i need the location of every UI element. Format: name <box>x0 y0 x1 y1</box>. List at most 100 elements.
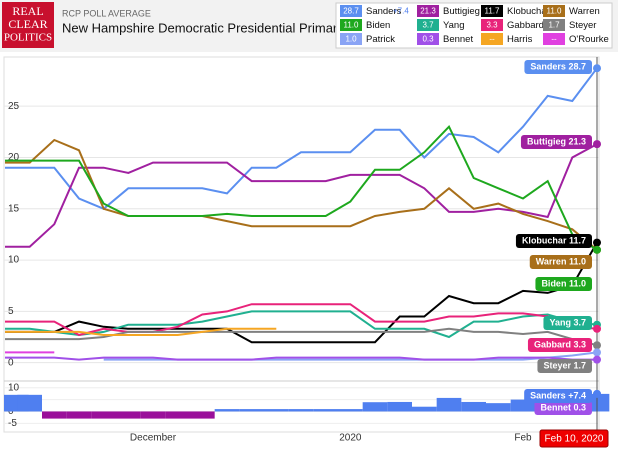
end-tag: Bennet 0.3 <box>534 401 592 415</box>
legend-box <box>335 2 613 49</box>
end-tag-bg <box>520 135 592 149</box>
date-label: Feb 10, 2020 <box>545 434 604 445</box>
end-dot <box>593 64 601 73</box>
end-tag-name: Sanders <box>530 62 566 72</box>
end-tag: Steyer 1.7 <box>537 359 592 373</box>
end-tag-bg <box>524 60 592 74</box>
spread-bar <box>17 394 42 412</box>
end-tag-value: +7.4 <box>568 391 586 401</box>
legend-badge <box>417 5 439 17</box>
legend-badge <box>543 19 565 31</box>
legend-badge <box>417 19 439 31</box>
plot-frame <box>3 56 600 433</box>
legend-name: Biden <box>366 20 390 31</box>
spread-bar <box>165 411 190 419</box>
legend-badge <box>481 33 503 45</box>
spread-bar <box>288 409 314 412</box>
end-tag-name: Gabbard <box>534 340 571 350</box>
end-tag-name: Sanders <box>530 391 566 401</box>
spread-bar <box>190 411 215 419</box>
legend-name: Yang <box>443 20 464 31</box>
legend-badge <box>543 33 565 45</box>
legend-value: 11.0 <box>547 7 563 16</box>
spread-bar <box>510 399 536 412</box>
logo-text: REAL <box>12 4 43 18</box>
date-badge <box>539 429 609 448</box>
end-tag-name: Klobuchar <box>522 236 567 246</box>
end-tag-name: Buttigieg <box>527 137 566 147</box>
end-tag-bg <box>543 316 592 330</box>
series-line <box>5 242 598 344</box>
legend-badge <box>340 5 362 17</box>
spread-bar <box>239 409 264 412</box>
end-tag: Buttigieg 21.3 <box>520 135 592 149</box>
end-tag-value: 11.0 <box>569 257 586 267</box>
series-line <box>5 138 598 251</box>
end-tag-value: 3.7 <box>573 318 586 328</box>
legend-name: Sanders <box>366 6 402 17</box>
end-tag-value: 28.7 <box>568 62 586 72</box>
legend-badge <box>340 33 362 45</box>
spread-tick-label: 0 <box>8 406 14 417</box>
spread-end-dot <box>593 389 601 398</box>
legend-name: Klobuchar <box>507 6 550 17</box>
y-tick-label: 15 <box>8 203 20 214</box>
legend-badge <box>543 5 565 17</box>
spread-bar <box>436 397 462 412</box>
logo-text: POLITICS <box>4 32 52 44</box>
spread-bar <box>91 411 116 419</box>
legend-value: 1.0 <box>345 35 357 44</box>
end-tag-bg <box>537 359 592 373</box>
y-tick-label: 5 <box>8 306 14 317</box>
kicker: RCP POLL AVERAGE <box>62 8 151 18</box>
spread-tick-label: 10 <box>8 382 20 393</box>
x-tick-label: 2020 <box>339 433 362 444</box>
end-tag-name: Yang <box>549 318 571 328</box>
legend-value: 11.7 <box>485 7 501 16</box>
end-tag-text: Klobuchar 11.7 <box>522 236 586 246</box>
series-line <box>5 124 598 251</box>
legend-value: -- <box>551 35 557 44</box>
series-line <box>5 356 597 361</box>
end-tag: Biden 11.0 <box>535 277 592 291</box>
series-line <box>5 310 598 339</box>
legend-value: 3.3 <box>486 21 498 30</box>
end-tag: Warren 11.0 <box>529 255 592 269</box>
end-tag: Klobuchar 11.7 <box>515 234 592 248</box>
legend-value: 28.7 <box>343 7 359 16</box>
end-tag-text: Warren 11.0 <box>536 257 586 267</box>
series-line <box>5 303 598 337</box>
spread-bar <box>412 406 437 412</box>
end-tag-value: 0.3 <box>573 403 586 413</box>
end-tag-name: Bennet <box>540 403 571 413</box>
end-tag-bg <box>534 401 592 415</box>
end-tag-value: 11.7 <box>569 236 586 246</box>
legend-name: Harris <box>507 34 533 45</box>
legend-badge <box>481 19 503 31</box>
end-tag-text: Buttigieg 21.3 <box>527 137 586 147</box>
spread-bar <box>486 403 511 412</box>
logo-text: CLEAR <box>8 17 47 31</box>
series-line <box>5 327 598 347</box>
spread-bar <box>214 409 240 412</box>
end-tag: Yang 3.7 <box>543 316 592 330</box>
end-tag-name: Steyer <box>543 361 571 371</box>
end-dot <box>593 238 601 247</box>
x-tick-label: Feb <box>514 433 532 444</box>
end-tag-bg <box>527 338 592 352</box>
spread-bar <box>338 409 363 412</box>
chart-title: New Hampshire Democratic Presidential Pr… <box>62 20 344 35</box>
end-tag-name: Warren <box>536 257 567 267</box>
end-tag: Gabbard 3.3 <box>527 338 592 352</box>
legend-name: Warren <box>569 6 600 17</box>
legend-spread: +7.4 <box>393 7 409 16</box>
legend-value: -- <box>489 35 495 44</box>
y-tick-label: 10 <box>8 255 20 266</box>
spread-bar <box>116 411 141 419</box>
spread-bar <box>461 401 486 412</box>
legend-value: 1.7 <box>548 21 560 30</box>
end-tag-text: Steyer 1.7 <box>543 361 586 371</box>
spread-bar <box>362 402 388 412</box>
end-tag-name: Biden <box>541 279 566 289</box>
spread-bar <box>387 401 412 412</box>
